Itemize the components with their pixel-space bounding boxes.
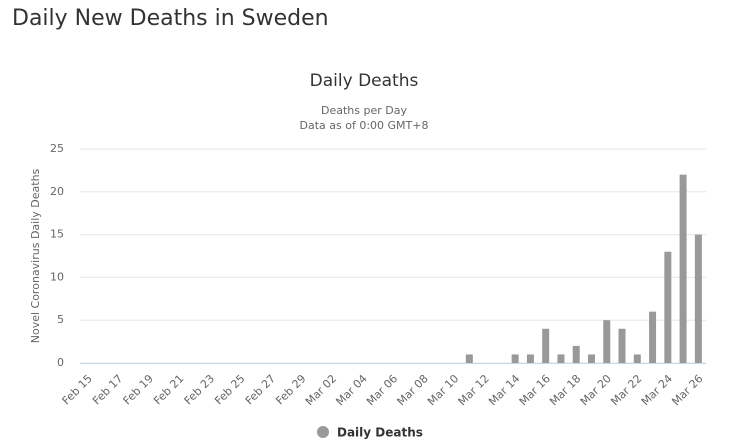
bar <box>603 320 611 363</box>
x-tick-label: Mar 02 <box>303 372 339 408</box>
x-tick-label: Mar 10 <box>425 372 461 408</box>
bar <box>618 328 626 363</box>
x-tick-label: Mar 26 <box>669 372 705 408</box>
bar <box>511 354 519 363</box>
bar <box>542 328 550 363</box>
y-tick-label: 5 <box>57 313 64 326</box>
x-tick-label: Mar 04 <box>333 372 369 408</box>
x-tick-label: Feb 21 <box>151 372 186 407</box>
x-tick-label: Feb 27 <box>243 372 278 407</box>
x-tick-label: Mar 20 <box>578 372 614 408</box>
y-axis-label: Novel Coronavirus Daily Deaths <box>29 168 42 343</box>
y-tick-label: 20 <box>50 185 64 198</box>
bar <box>664 251 672 363</box>
chart-title: Daily Deaths <box>310 71 419 91</box>
x-tick-label: Mar 12 <box>456 372 492 408</box>
x-tick-label: Mar 06 <box>364 372 400 408</box>
x-tick-label: Mar 24 <box>639 372 675 408</box>
x-tick-label: Feb 15 <box>60 372 95 407</box>
x-tick-label: Feb 29 <box>273 372 308 407</box>
y-tick-label: 10 <box>50 270 64 283</box>
x-tick-label: Mar 08 <box>395 372 431 408</box>
x-tick-label: Feb 17 <box>90 372 125 407</box>
page-title: Daily New Deaths in Sweden <box>12 6 329 31</box>
bar <box>557 354 565 363</box>
x-tick-label: Feb 19 <box>121 372 156 407</box>
bar <box>633 354 641 363</box>
y-tick-label: 25 <box>50 142 64 155</box>
x-tick-label: Feb 25 <box>212 372 247 407</box>
x-tick-label: Mar 14 <box>486 372 522 408</box>
bar <box>465 354 473 363</box>
x-tick-label: Mar 22 <box>608 372 644 408</box>
bar <box>694 234 702 363</box>
x-tick-label: Mar 18 <box>547 372 583 408</box>
y-tick-label: 15 <box>50 228 64 241</box>
legend-label: Daily Deaths <box>337 426 423 440</box>
bar <box>649 311 657 363</box>
bar <box>679 174 687 363</box>
bar <box>572 345 580 363</box>
legend-marker <box>317 426 329 438</box>
bar <box>587 354 595 363</box>
chart-subtitle: Data as of 0:00 GMT+8 <box>300 119 429 132</box>
y-tick-label: 0 <box>57 356 64 369</box>
bar <box>526 354 534 363</box>
x-tick-label: Feb 23 <box>182 372 217 407</box>
chart-subtitle: Deaths per Day <box>321 104 407 117</box>
x-tick-label: Mar 16 <box>517 372 553 408</box>
